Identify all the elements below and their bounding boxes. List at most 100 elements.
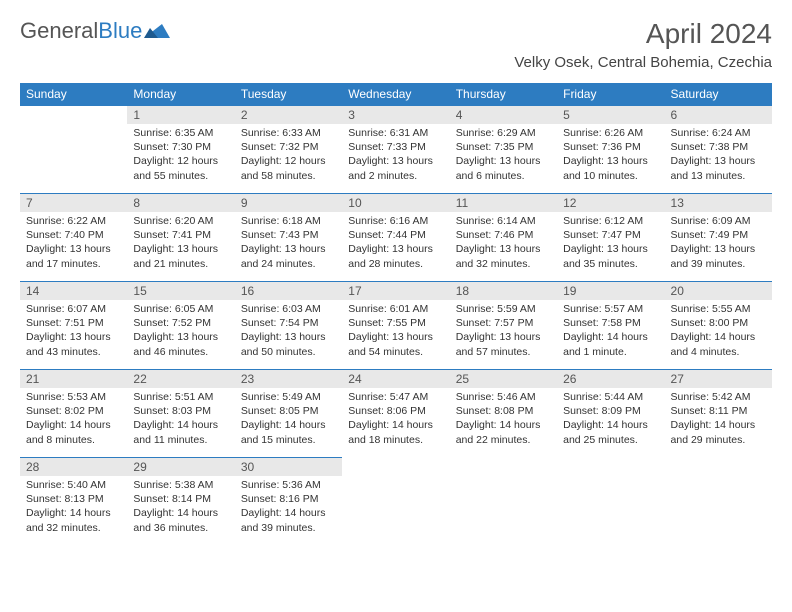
logo-text-blue: Blue <box>98 18 142 44</box>
calendar-cell: 17Sunrise: 6:01 AMSunset: 7:55 PMDayligh… <box>342 282 449 370</box>
calendar-cell <box>665 458 772 546</box>
day-details: Sunrise: 5:47 AMSunset: 8:06 PMDaylight:… <box>342 388 449 451</box>
calendar-cell: 16Sunrise: 6:03 AMSunset: 7:54 PMDayligh… <box>235 282 342 370</box>
sunrise-text: Sunrise: 6:16 AM <box>348 214 443 228</box>
calendar-cell: 10Sunrise: 6:16 AMSunset: 7:44 PMDayligh… <box>342 194 449 282</box>
calendar-cell: 29Sunrise: 5:38 AMSunset: 8:14 PMDayligh… <box>127 458 234 546</box>
sunrise-text: Sunrise: 6:22 AM <box>26 214 121 228</box>
daylight-text: Daylight: 13 hours and 17 minutes. <box>26 242 121 270</box>
day-details: Sunrise: 5:38 AMSunset: 8:14 PMDaylight:… <box>127 476 234 539</box>
daylight-text: Daylight: 14 hours and 36 minutes. <box>133 506 228 534</box>
day-details: Sunrise: 6:35 AMSunset: 7:30 PMDaylight:… <box>127 124 234 187</box>
daylight-text: Daylight: 14 hours and 22 minutes. <box>456 418 551 446</box>
day-details: Sunrise: 6:18 AMSunset: 7:43 PMDaylight:… <box>235 212 342 275</box>
day-number <box>665 458 772 462</box>
sunset-text: Sunset: 8:08 PM <box>456 404 551 418</box>
sunset-text: Sunset: 7:52 PM <box>133 316 228 330</box>
day-number: 7 <box>20 194 127 212</box>
sunrise-text: Sunrise: 5:59 AM <box>456 302 551 316</box>
daylight-text: Daylight: 13 hours and 32 minutes. <box>456 242 551 270</box>
sunrise-text: Sunrise: 5:51 AM <box>133 390 228 404</box>
day-number: 17 <box>342 282 449 300</box>
sunset-text: Sunset: 7:30 PM <box>133 140 228 154</box>
sunset-text: Sunset: 8:05 PM <box>241 404 336 418</box>
day-number <box>342 458 449 462</box>
day-details: Sunrise: 6:33 AMSunset: 7:32 PMDaylight:… <box>235 124 342 187</box>
sunset-text: Sunset: 8:02 PM <box>26 404 121 418</box>
weekday-header: Wednesday <box>342 83 449 106</box>
day-number: 28 <box>20 458 127 476</box>
month-title: April 2024 <box>514 18 772 50</box>
day-details: Sunrise: 6:03 AMSunset: 7:54 PMDaylight:… <box>235 300 342 363</box>
daylight-text: Daylight: 12 hours and 55 minutes. <box>133 154 228 182</box>
weekday-header: Sunday <box>20 83 127 106</box>
day-number: 6 <box>665 106 772 124</box>
day-details: Sunrise: 6:01 AMSunset: 7:55 PMDaylight:… <box>342 300 449 363</box>
day-number: 5 <box>557 106 664 124</box>
calendar-cell: 15Sunrise: 6:05 AMSunset: 7:52 PMDayligh… <box>127 282 234 370</box>
day-details: Sunrise: 6:26 AMSunset: 7:36 PMDaylight:… <box>557 124 664 187</box>
day-details: Sunrise: 6:31 AMSunset: 7:33 PMDaylight:… <box>342 124 449 187</box>
day-number: 22 <box>127 370 234 388</box>
sunrise-text: Sunrise: 5:40 AM <box>26 478 121 492</box>
weekday-header: Friday <box>557 83 664 106</box>
day-number: 29 <box>127 458 234 476</box>
calendar-cell <box>450 458 557 546</box>
sunrise-text: Sunrise: 5:36 AM <box>241 478 336 492</box>
day-details: Sunrise: 6:05 AMSunset: 7:52 PMDaylight:… <box>127 300 234 363</box>
sunset-text: Sunset: 7:49 PM <box>671 228 766 242</box>
day-details: Sunrise: 6:12 AMSunset: 7:47 PMDaylight:… <box>557 212 664 275</box>
sunset-text: Sunset: 7:38 PM <box>671 140 766 154</box>
logo-text-gray: General <box>20 18 98 44</box>
weekday-header: Saturday <box>665 83 772 106</box>
logo: GeneralBlue <box>20 18 170 44</box>
sunset-text: Sunset: 7:41 PM <box>133 228 228 242</box>
sunset-text: Sunset: 8:11 PM <box>671 404 766 418</box>
sunset-text: Sunset: 8:06 PM <box>348 404 443 418</box>
calendar-cell: 19Sunrise: 5:57 AMSunset: 7:58 PMDayligh… <box>557 282 664 370</box>
daylight-text: Daylight: 13 hours and 39 minutes. <box>671 242 766 270</box>
day-details: Sunrise: 5:40 AMSunset: 8:13 PMDaylight:… <box>20 476 127 539</box>
day-details: Sunrise: 5:51 AMSunset: 8:03 PMDaylight:… <box>127 388 234 451</box>
weekday-header: Tuesday <box>235 83 342 106</box>
day-number: 11 <box>450 194 557 212</box>
calendar-cell: 22Sunrise: 5:51 AMSunset: 8:03 PMDayligh… <box>127 370 234 458</box>
sunrise-text: Sunrise: 5:47 AM <box>348 390 443 404</box>
day-number: 15 <box>127 282 234 300</box>
day-number: 21 <box>20 370 127 388</box>
calendar-cell: 18Sunrise: 5:59 AMSunset: 7:57 PMDayligh… <box>450 282 557 370</box>
day-number: 16 <box>235 282 342 300</box>
daylight-text: Daylight: 14 hours and 4 minutes. <box>671 330 766 358</box>
calendar-cell: 12Sunrise: 6:12 AMSunset: 7:47 PMDayligh… <box>557 194 664 282</box>
calendar-cell: 2Sunrise: 6:33 AMSunset: 7:32 PMDaylight… <box>235 106 342 194</box>
sunrise-text: Sunrise: 6:05 AM <box>133 302 228 316</box>
calendar-cell: 6Sunrise: 6:24 AMSunset: 7:38 PMDaylight… <box>665 106 772 194</box>
calendar-cell: 23Sunrise: 5:49 AMSunset: 8:05 PMDayligh… <box>235 370 342 458</box>
calendar-cell: 28Sunrise: 5:40 AMSunset: 8:13 PMDayligh… <box>20 458 127 546</box>
weekday-header: Monday <box>127 83 234 106</box>
sunrise-text: Sunrise: 6:18 AM <box>241 214 336 228</box>
calendar-cell: 13Sunrise: 6:09 AMSunset: 7:49 PMDayligh… <box>665 194 772 282</box>
daylight-text: Daylight: 13 hours and 46 minutes. <box>133 330 228 358</box>
daylight-text: Daylight: 13 hours and 43 minutes. <box>26 330 121 358</box>
sunset-text: Sunset: 7:51 PM <box>26 316 121 330</box>
day-number <box>450 458 557 462</box>
calendar-cell: 27Sunrise: 5:42 AMSunset: 8:11 PMDayligh… <box>665 370 772 458</box>
sunset-text: Sunset: 8:09 PM <box>563 404 658 418</box>
sunrise-text: Sunrise: 5:57 AM <box>563 302 658 316</box>
calendar-week-row: 14Sunrise: 6:07 AMSunset: 7:51 PMDayligh… <box>20 282 772 370</box>
calendar-header-row: SundayMondayTuesdayWednesdayThursdayFrid… <box>20 83 772 106</box>
sunset-text: Sunset: 7:54 PM <box>241 316 336 330</box>
calendar-cell: 30Sunrise: 5:36 AMSunset: 8:16 PMDayligh… <box>235 458 342 546</box>
daylight-text: Daylight: 14 hours and 11 minutes. <box>133 418 228 446</box>
sunrise-text: Sunrise: 5:49 AM <box>241 390 336 404</box>
daylight-text: Daylight: 14 hours and 8 minutes. <box>26 418 121 446</box>
day-details: Sunrise: 5:46 AMSunset: 8:08 PMDaylight:… <box>450 388 557 451</box>
calendar-cell: 9Sunrise: 6:18 AMSunset: 7:43 PMDaylight… <box>235 194 342 282</box>
sunset-text: Sunset: 7:47 PM <box>563 228 658 242</box>
sunset-text: Sunset: 7:33 PM <box>348 140 443 154</box>
day-number: 3 <box>342 106 449 124</box>
sunrise-text: Sunrise: 5:44 AM <box>563 390 658 404</box>
daylight-text: Daylight: 14 hours and 29 minutes. <box>671 418 766 446</box>
day-details: Sunrise: 6:24 AMSunset: 7:38 PMDaylight:… <box>665 124 772 187</box>
